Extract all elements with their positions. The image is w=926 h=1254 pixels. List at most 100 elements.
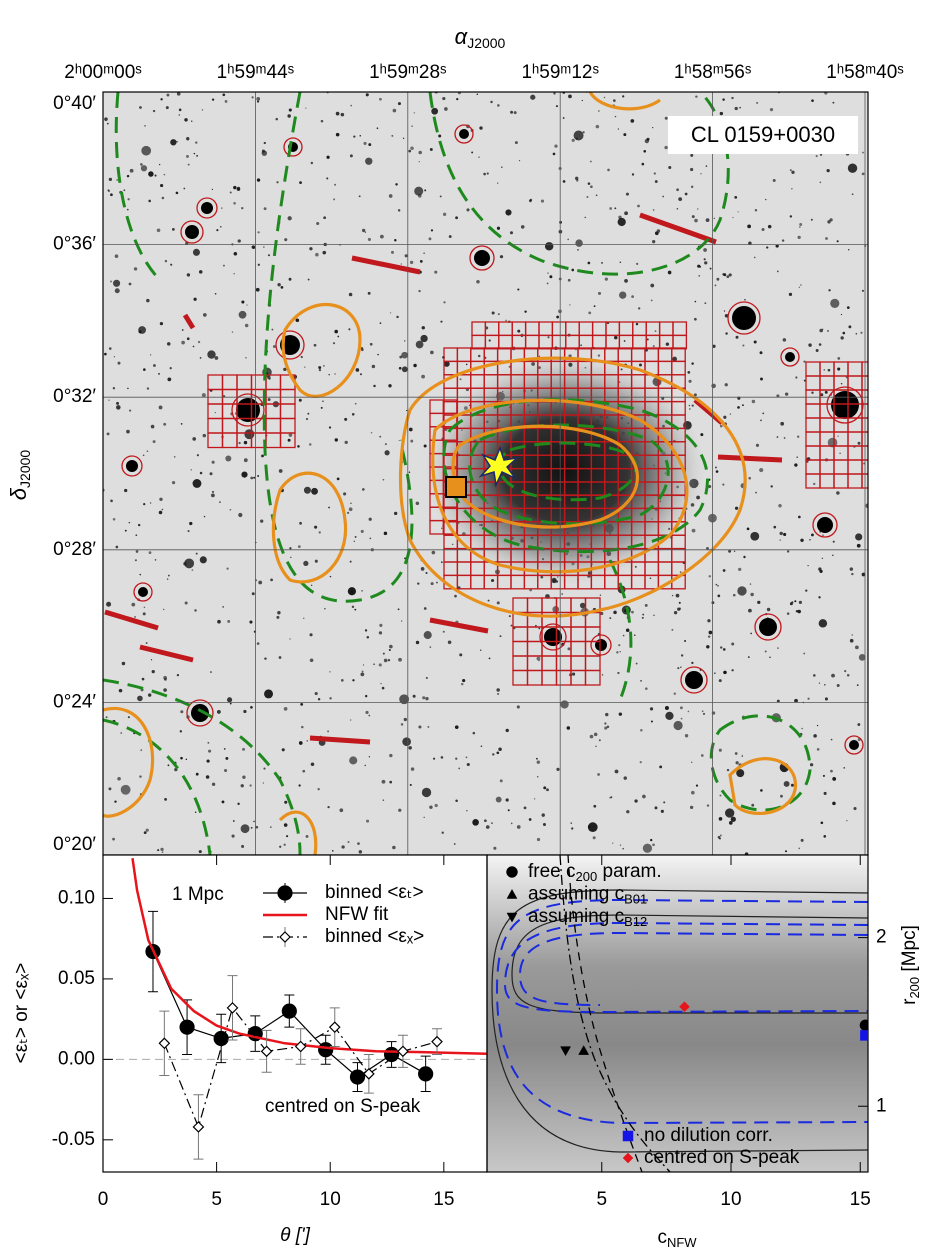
star — [198, 270, 203, 274]
star — [588, 311, 592, 315]
star — [288, 108, 292, 112]
star — [684, 192, 688, 196]
star — [624, 211, 628, 216]
star — [718, 817, 723, 821]
star — [631, 610, 634, 614]
star — [351, 413, 355, 416]
star — [322, 250, 327, 255]
star — [660, 809, 664, 813]
star — [722, 273, 725, 276]
star — [641, 162, 645, 166]
star — [231, 834, 235, 838]
star — [402, 737, 411, 747]
star — [499, 635, 502, 638]
mask-box — [861, 403, 868, 419]
star — [391, 250, 394, 254]
star — [832, 777, 837, 781]
star — [810, 218, 813, 221]
star — [609, 617, 612, 620]
star — [862, 151, 864, 154]
star — [295, 318, 300, 323]
star — [245, 356, 247, 359]
star — [138, 523, 141, 527]
star — [306, 740, 308, 742]
star — [131, 602, 136, 607]
star — [384, 450, 390, 456]
star — [634, 799, 638, 803]
star — [597, 354, 601, 357]
star — [663, 801, 666, 804]
star — [394, 239, 397, 242]
star — [828, 289, 831, 292]
star — [400, 620, 403, 622]
star — [738, 567, 742, 572]
star — [711, 383, 716, 389]
star — [211, 782, 216, 786]
star — [199, 471, 203, 475]
star — [184, 118, 188, 122]
star — [180, 710, 184, 714]
x-tick-label: 10 — [320, 1189, 341, 1210]
star — [447, 640, 452, 645]
star — [408, 746, 412, 750]
star — [687, 371, 691, 374]
star — [412, 694, 416, 698]
star — [217, 619, 221, 624]
legend-marker — [279, 931, 291, 943]
legend-marker — [506, 888, 518, 899]
star — [599, 594, 602, 596]
star — [662, 195, 665, 198]
star — [849, 638, 854, 643]
star — [413, 112, 415, 114]
star — [158, 405, 163, 410]
star — [646, 338, 649, 341]
star — [687, 710, 690, 713]
star — [397, 209, 401, 212]
star — [348, 507, 353, 512]
plot-area — [131, 858, 487, 1160]
legend-label: binned <εₓ> — [325, 926, 424, 947]
star — [704, 302, 707, 305]
star — [609, 796, 611, 799]
star — [544, 242, 554, 251]
y-tick-label: 0.05 — [58, 968, 95, 989]
star — [313, 343, 317, 347]
star — [278, 656, 282, 659]
star — [334, 329, 338, 334]
star — [719, 834, 722, 837]
star — [856, 684, 859, 686]
star — [455, 799, 458, 802]
star — [116, 179, 118, 181]
star — [317, 697, 321, 701]
star — [654, 806, 658, 810]
star — [105, 716, 108, 719]
star — [836, 491, 840, 495]
contour — [728, 757, 797, 815]
star — [343, 492, 347, 496]
star — [365, 157, 373, 165]
mask-circle — [133, 582, 153, 602]
star — [513, 111, 517, 115]
y-tick-label: 0°20′ — [53, 834, 96, 855]
star — [586, 196, 589, 199]
star — [732, 593, 736, 597]
star — [148, 551, 152, 555]
star — [369, 342, 373, 346]
bright-object — [459, 129, 469, 139]
star — [427, 725, 430, 728]
star — [708, 484, 712, 488]
star — [323, 365, 325, 367]
star — [221, 800, 225, 804]
star — [542, 823, 546, 827]
x-tick-label: 15 — [850, 1189, 871, 1210]
star — [361, 670, 364, 673]
star — [630, 119, 635, 123]
star — [556, 767, 560, 771]
plot-frame — [486, 854, 869, 1173]
star — [233, 185, 237, 190]
star — [148, 171, 154, 177]
star — [129, 409, 132, 412]
star — [600, 611, 604, 616]
mask-circle — [680, 666, 708, 694]
star — [479, 649, 482, 651]
